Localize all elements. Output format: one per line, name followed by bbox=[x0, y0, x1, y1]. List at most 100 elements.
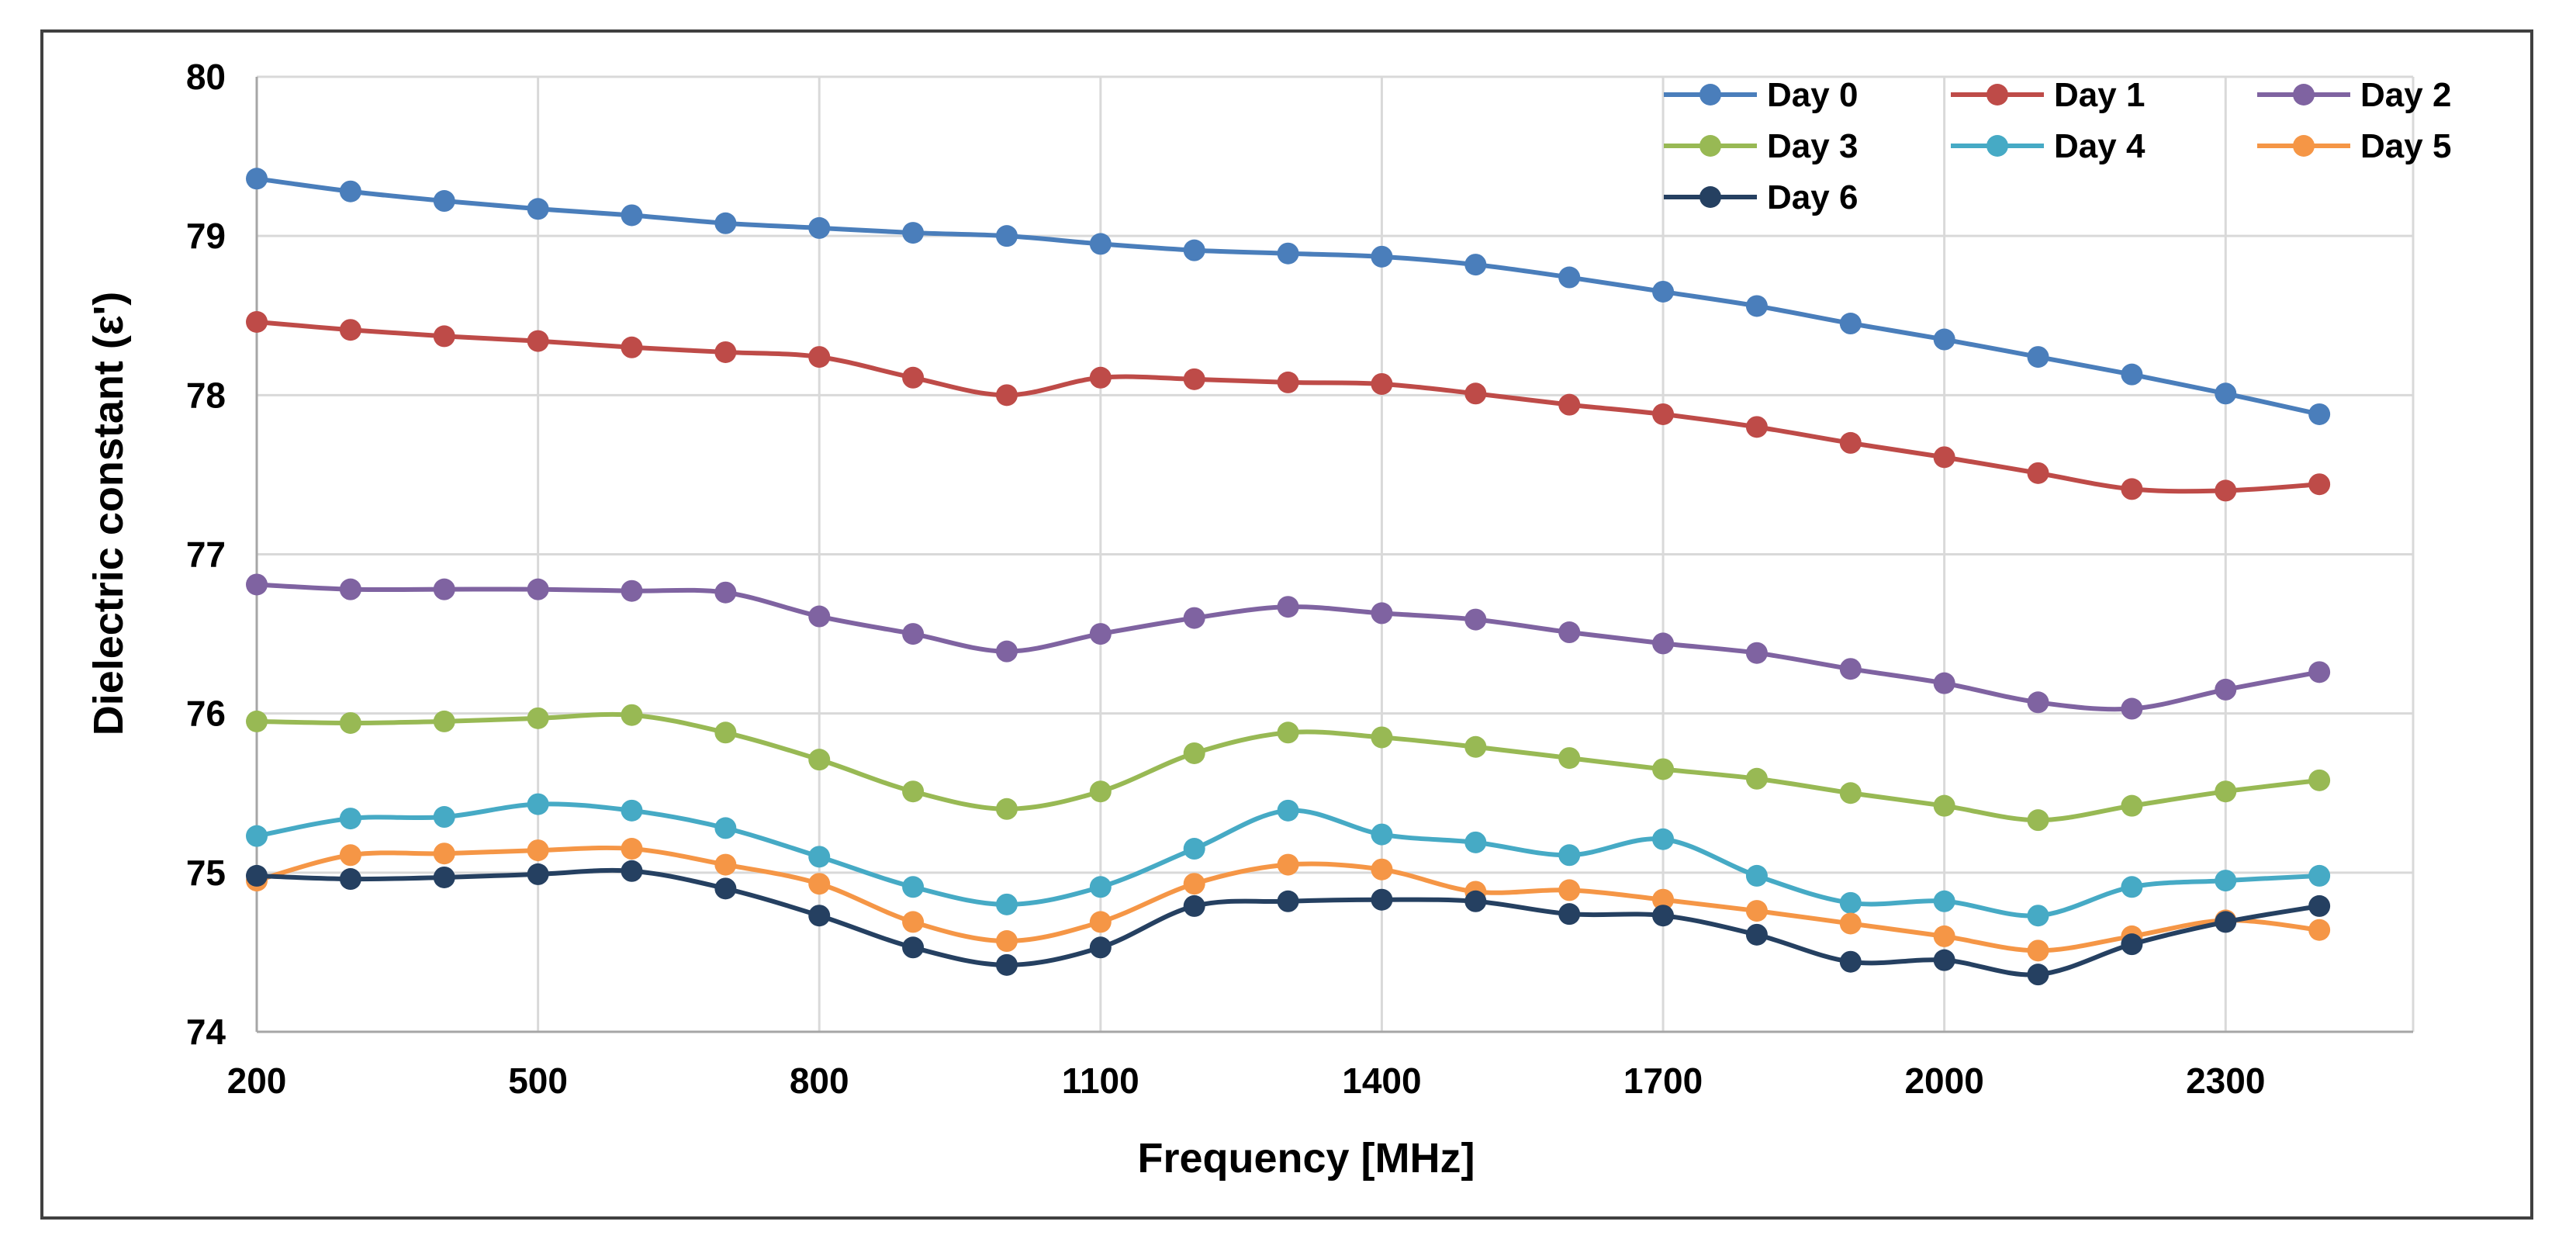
data-point bbox=[2121, 876, 2143, 898]
data-point bbox=[2027, 809, 2049, 832]
data-point bbox=[621, 838, 643, 860]
data-point bbox=[621, 580, 643, 602]
data-point bbox=[339, 578, 361, 600]
data-point bbox=[1933, 890, 1955, 912]
data-point bbox=[1652, 403, 1675, 425]
data-point bbox=[1839, 658, 1862, 680]
data-point bbox=[1933, 328, 1955, 351]
x-axis-title: Frequency [MHz] bbox=[1137, 1135, 1475, 1182]
y-tick-label: 78 bbox=[186, 375, 226, 415]
data-point bbox=[2027, 691, 2049, 714]
data-point bbox=[1183, 873, 1205, 895]
data-point bbox=[1371, 888, 1393, 911]
data-point bbox=[714, 581, 737, 604]
data-point bbox=[1839, 912, 1862, 935]
series-day-6 bbox=[246, 860, 2331, 986]
data-point bbox=[339, 319, 361, 341]
data-point bbox=[2308, 403, 2331, 425]
data-point bbox=[1089, 911, 1112, 933]
legend-label: Day 1 bbox=[2054, 76, 2145, 114]
data-point bbox=[527, 198, 549, 220]
data-point bbox=[1089, 366, 1112, 389]
data-point bbox=[246, 573, 268, 596]
data-point bbox=[2308, 661, 2331, 683]
data-point bbox=[1745, 864, 1768, 887]
data-point bbox=[902, 366, 925, 389]
data-point bbox=[1277, 799, 1299, 822]
data-point bbox=[1089, 233, 1112, 255]
series-day-2 bbox=[246, 573, 2331, 720]
legend-entry: Day 5 bbox=[2257, 127, 2451, 165]
data-point bbox=[527, 839, 549, 862]
legend-label: Day 0 bbox=[1767, 76, 1858, 114]
data-point bbox=[246, 168, 268, 190]
data-point bbox=[339, 868, 361, 891]
data-point bbox=[1933, 949, 1955, 971]
data-point bbox=[1464, 608, 1487, 631]
data-point bbox=[714, 817, 737, 839]
data-point bbox=[2027, 939, 2049, 962]
legend-label: Day 6 bbox=[1767, 178, 1858, 216]
y-tick-label: 79 bbox=[186, 216, 226, 256]
data-point bbox=[902, 911, 925, 933]
data-point bbox=[1277, 596, 1299, 618]
data-point bbox=[527, 707, 549, 729]
data-point bbox=[433, 578, 455, 600]
legend-swatch-marker bbox=[1699, 135, 1721, 157]
legend-swatch-marker bbox=[1699, 186, 1721, 208]
data-point bbox=[1558, 621, 1581, 644]
data-point bbox=[1371, 602, 1393, 625]
data-point bbox=[1558, 903, 1581, 926]
gridlines bbox=[257, 75, 2415, 1032]
data-point bbox=[1558, 844, 1581, 867]
series-day-4 bbox=[246, 793, 2331, 927]
data-point bbox=[2308, 919, 2331, 941]
data-point bbox=[2121, 478, 2143, 500]
legend-swatch-marker bbox=[1699, 84, 1721, 106]
data-point bbox=[621, 704, 643, 726]
data-point bbox=[902, 780, 925, 803]
data-point bbox=[246, 310, 268, 333]
data-point bbox=[433, 325, 455, 348]
y-tick-label: 76 bbox=[186, 694, 226, 734]
series-day-0 bbox=[246, 168, 2331, 425]
legend-entry: Day 0 bbox=[1664, 76, 1858, 114]
legend-label: Day 4 bbox=[2054, 127, 2146, 165]
data-point bbox=[1089, 876, 1112, 898]
legend-label: Day 5 bbox=[2360, 127, 2451, 165]
series-lines bbox=[246, 168, 2331, 986]
data-point bbox=[995, 798, 1018, 820]
x-tick-label: 2000 bbox=[1904, 1061, 1983, 1101]
data-point bbox=[1371, 726, 1393, 749]
data-point bbox=[808, 346, 831, 368]
data-point bbox=[1371, 858, 1393, 881]
data-point bbox=[527, 330, 549, 352]
data-point bbox=[2215, 678, 2237, 701]
data-point bbox=[995, 640, 1018, 663]
data-point bbox=[1558, 393, 1581, 416]
data-point bbox=[1089, 623, 1112, 645]
legend-swatch-marker bbox=[2293, 84, 2315, 106]
data-point bbox=[1464, 831, 1487, 853]
data-point bbox=[246, 864, 268, 887]
data-point bbox=[1277, 242, 1299, 265]
data-point bbox=[1371, 372, 1393, 395]
data-point bbox=[1745, 767, 1768, 790]
data-point bbox=[714, 853, 737, 876]
x-tick-label: 200 bbox=[227, 1061, 287, 1101]
data-point bbox=[1933, 446, 1955, 469]
data-point bbox=[2121, 697, 2143, 720]
x-tick-label: 2300 bbox=[2186, 1061, 2265, 1101]
series-line bbox=[256, 867, 2320, 977]
data-point bbox=[995, 930, 1018, 953]
data-point bbox=[621, 336, 643, 358]
data-point bbox=[2308, 473, 2331, 496]
y-tick-label: 80 bbox=[186, 57, 226, 97]
data-point bbox=[1558, 266, 1581, 289]
x-tick-label: 500 bbox=[508, 1061, 568, 1101]
data-point bbox=[2121, 363, 2143, 386]
data-point bbox=[808, 216, 831, 239]
data-point bbox=[1464, 735, 1487, 758]
data-point bbox=[339, 808, 361, 830]
